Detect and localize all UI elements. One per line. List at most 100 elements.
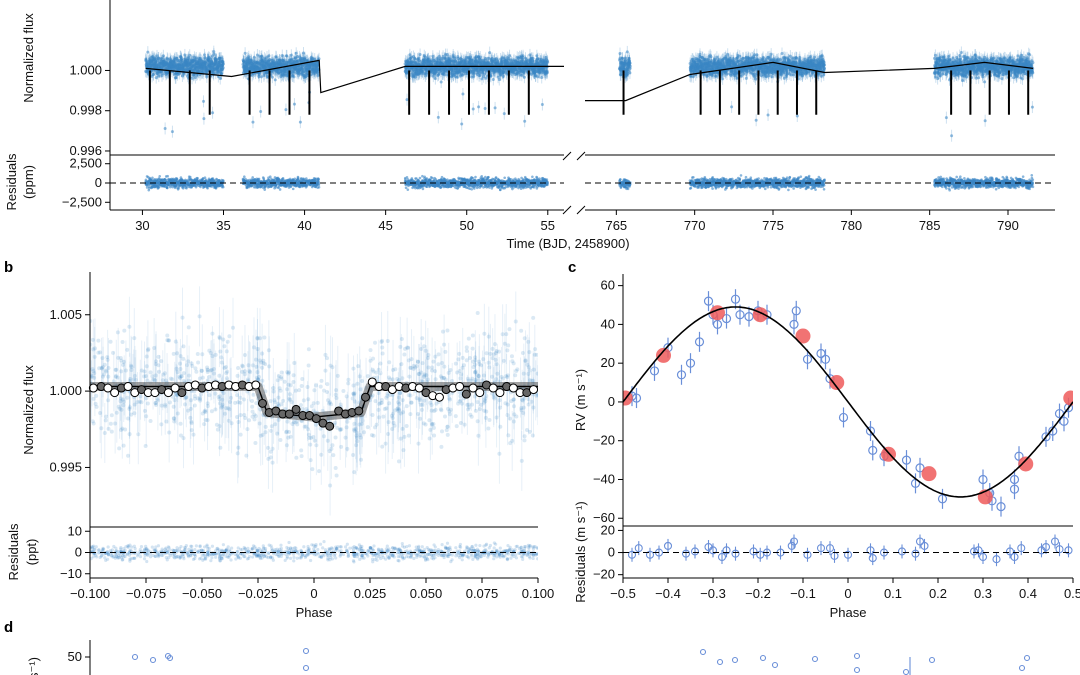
flux-point [491, 77, 495, 81]
flux-point [453, 56, 457, 60]
flux-point [177, 72, 181, 76]
flux-point [471, 107, 475, 111]
flux-point [417, 59, 421, 63]
flux-point [487, 56, 491, 60]
flux-point [438, 58, 442, 62]
flux-point [421, 69, 425, 73]
residual-point [148, 186, 151, 190]
flux-point [523, 56, 527, 60]
flux-point [522, 75, 526, 79]
flux-point [461, 92, 465, 96]
flux-point [520, 73, 524, 77]
flux-point [317, 57, 321, 61]
flux-point [472, 71, 476, 75]
flux-point [220, 72, 224, 76]
flux-point [405, 98, 409, 102]
flux-point [484, 76, 488, 80]
flux-point [274, 55, 278, 59]
flux-point [523, 119, 527, 123]
flux-point [464, 58, 468, 62]
flux-point [205, 75, 209, 79]
flux-point [298, 120, 302, 124]
flux-point [540, 75, 544, 79]
flux-point [477, 71, 481, 75]
flux-point [285, 54, 289, 58]
flux-point [146, 50, 150, 54]
flux-point [203, 56, 207, 60]
flux-point [259, 110, 263, 114]
flux-point [436, 60, 440, 64]
residual-point [165, 186, 169, 190]
flux-point [304, 75, 308, 79]
flux-point [460, 122, 464, 126]
flux-point [251, 120, 255, 124]
flux-point [495, 57, 499, 61]
flux-point [483, 107, 487, 111]
flux-point [522, 71, 526, 75]
flux-point [316, 73, 320, 77]
flux-point [500, 59, 504, 63]
residual-point [166, 174, 169, 178]
flux-point [413, 75, 417, 79]
flux-point [480, 77, 484, 81]
flux-point [193, 76, 197, 80]
flux-point [316, 71, 320, 75]
flux-point [496, 75, 500, 79]
flux-point [418, 52, 422, 56]
flux-point [190, 76, 194, 80]
flux-point [530, 72, 534, 76]
flux-point [436, 115, 440, 119]
flux-point [545, 70, 549, 74]
flux-point [292, 75, 296, 79]
flux-point [292, 102, 296, 106]
flux-point [538, 71, 542, 75]
flux-point [472, 74, 476, 78]
flux-point [264, 57, 268, 61]
flux-point [531, 56, 535, 60]
flux-point [270, 75, 274, 79]
flux-point [192, 73, 196, 77]
flux-point [502, 70, 506, 74]
residual-point [145, 186, 149, 189]
residual-point [151, 176, 154, 180]
flux-point [528, 53, 532, 57]
flux-point [219, 56, 223, 60]
flux-point [289, 53, 293, 57]
panel-a: 30 35 40 45 50 55 765 770 775 780 785 7900.9960.998… [4, 0, 1055, 251]
residual-point [206, 186, 209, 190]
flux-point [502, 112, 506, 116]
flux-point [501, 74, 505, 78]
flux-point [214, 71, 218, 75]
flux-point [496, 59, 500, 63]
flux-point [478, 74, 482, 78]
flux-point [484, 56, 488, 60]
flux-point [482, 75, 486, 79]
flux-point [437, 72, 441, 76]
flux-point [540, 103, 544, 107]
flux-point [163, 126, 167, 130]
flux-point [154, 60, 158, 64]
flux-point [456, 56, 460, 60]
flux-point [252, 59, 256, 63]
flux-point [188, 53, 192, 57]
flux-point [144, 58, 148, 62]
flux-point [260, 54, 264, 58]
flux-point [157, 74, 161, 78]
flux-point [437, 54, 441, 58]
flux-point [160, 56, 164, 60]
flux-point [443, 73, 447, 77]
flux-point [174, 76, 178, 80]
flux-point [546, 60, 550, 64]
flux-point [291, 70, 295, 74]
flux-point [170, 130, 174, 134]
flux-point [243, 51, 247, 55]
flux-point [151, 73, 155, 77]
flux-point [508, 54, 512, 58]
flux-point [154, 76, 158, 80]
flux-point [259, 75, 263, 79]
flux-point [493, 106, 497, 110]
flux-point [477, 105, 481, 109]
flux-point [531, 59, 535, 63]
flux-point [408, 53, 412, 57]
